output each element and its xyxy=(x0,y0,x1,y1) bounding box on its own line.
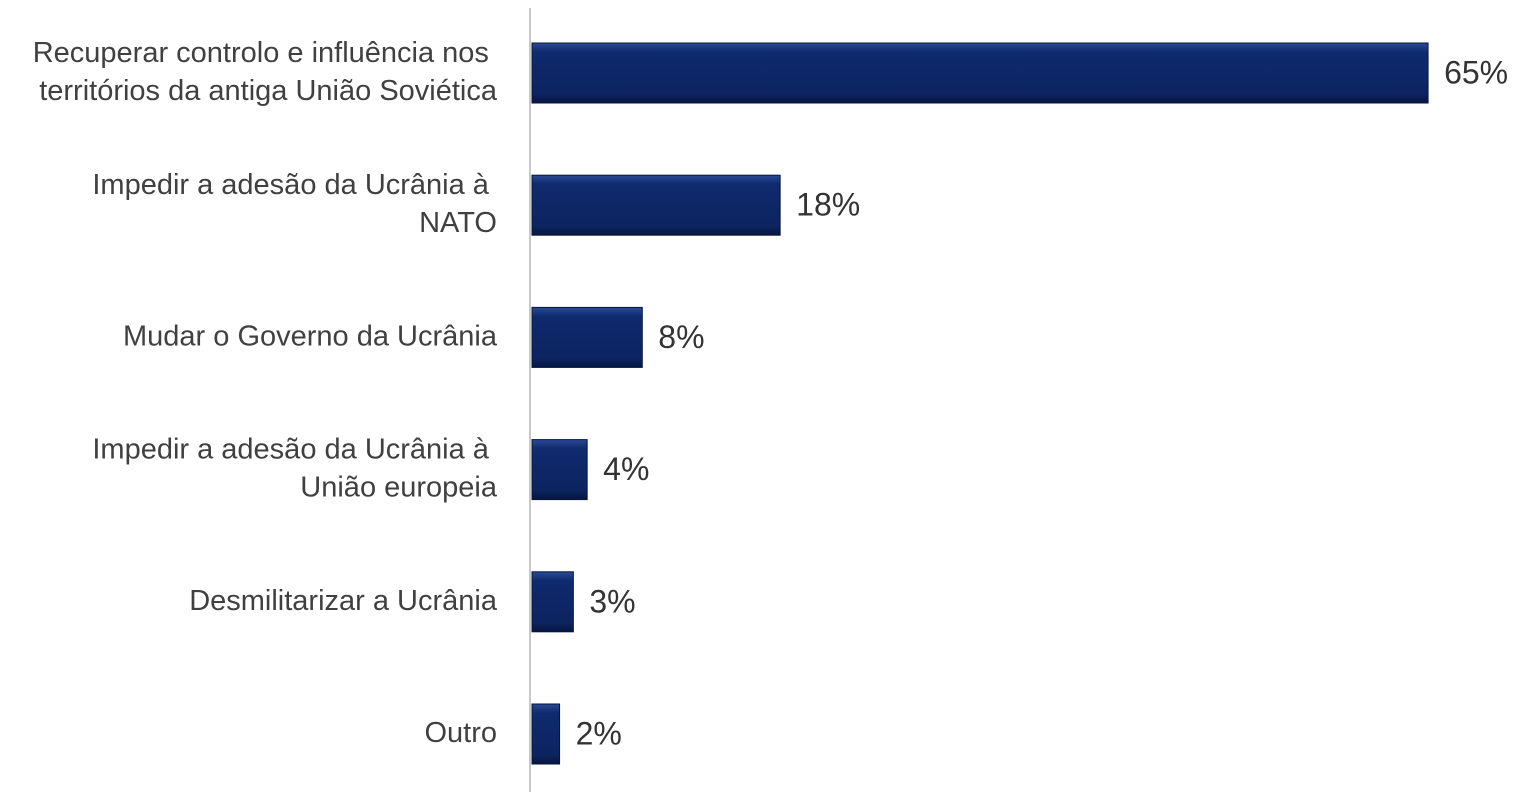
bar xyxy=(531,42,1429,104)
category-label: Impedir a adesão da Ucrânia à NATO xyxy=(92,169,497,239)
category-label: Outro xyxy=(424,717,497,749)
value-label: 3% xyxy=(589,583,635,619)
bar xyxy=(531,571,574,633)
category-label: Impedir a adesão da Ucrânia à União euro… xyxy=(92,433,498,503)
category-label: Recuperar controlo e influência nos terr… xyxy=(33,37,498,107)
bar xyxy=(531,174,781,236)
value-label: 18% xyxy=(796,187,860,223)
bar xyxy=(531,306,643,368)
category-label: Mudar o Governo da Ucrânia xyxy=(123,320,498,352)
category-label: Desmilitarizar a Ucrânia xyxy=(189,584,498,616)
value-label: 65% xyxy=(1444,54,1508,90)
value-label: 4% xyxy=(603,451,649,487)
bar xyxy=(531,439,588,501)
bar xyxy=(531,703,561,765)
value-label: 8% xyxy=(658,319,704,355)
value-label: 2% xyxy=(576,715,622,751)
